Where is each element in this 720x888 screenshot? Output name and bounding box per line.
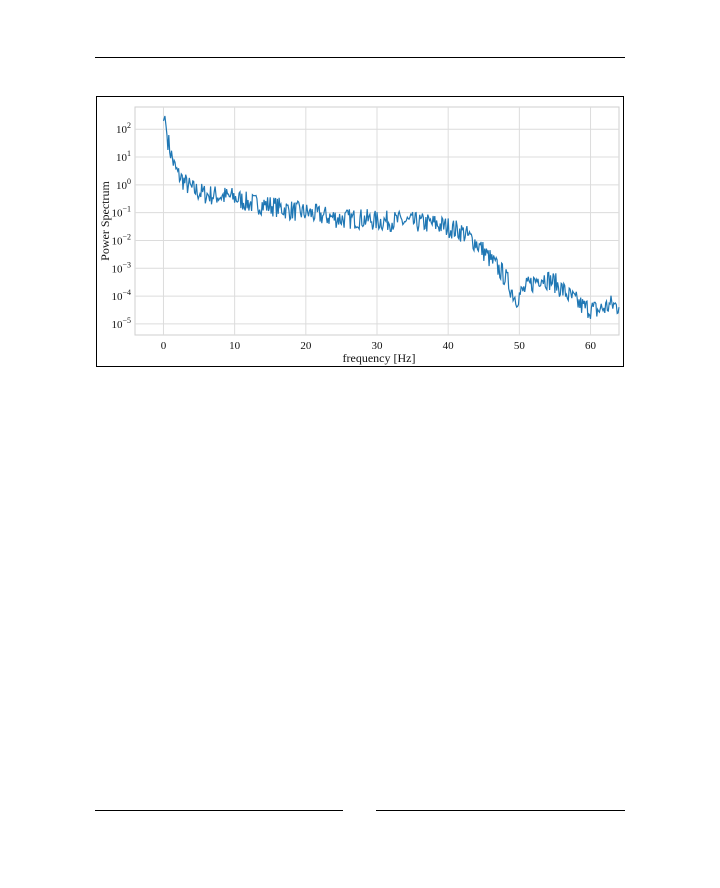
y-tick-label: 10−1 [111, 205, 131, 220]
x-tick-label: 10 [229, 340, 241, 352]
y-tick-label: 10−4 [111, 288, 131, 303]
series-line [162, 115, 620, 319]
x-tick-label: 50 [514, 340, 526, 352]
top-rule [95, 57, 625, 58]
power-spectrum-chart: 0 10 20 30 40 50 60 10210110010−110−210−310−41… [98, 106, 620, 365]
figure-frame: 0 10 20 30 40 50 60 102 101 100 10−1 10−2 10−3 10−4 1… [96, 96, 624, 367]
y-tick-label: 100 [116, 177, 131, 192]
y-tick-label: 10−3 [111, 260, 131, 275]
y-tick-label: 102 [116, 121, 131, 136]
bottom-rule-right [376, 810, 625, 811]
x-tick-label: 30 [372, 340, 384, 352]
x-tick-label: 60 [585, 340, 597, 352]
y-axis: 102 101 100 10−1 10−2 10−3 10−4 10−5 [111, 121, 131, 331]
y-tick-label: 10−5 [111, 316, 131, 331]
x-axis: 0 10 20 30 40 50 60 [161, 340, 597, 352]
x-tick-label: 20 [300, 340, 312, 352]
bottom-rule-left [95, 810, 343, 811]
y-axis-label: Power Spectrum [98, 181, 112, 261]
x-tick-label: 40 [443, 340, 455, 352]
x-tick-label: 0 [161, 340, 167, 352]
y-tick-label: 10−2 [111, 232, 131, 247]
y-tick-label: 101 [116, 149, 131, 164]
x-axis-label: frequency [Hz] [343, 351, 416, 365]
